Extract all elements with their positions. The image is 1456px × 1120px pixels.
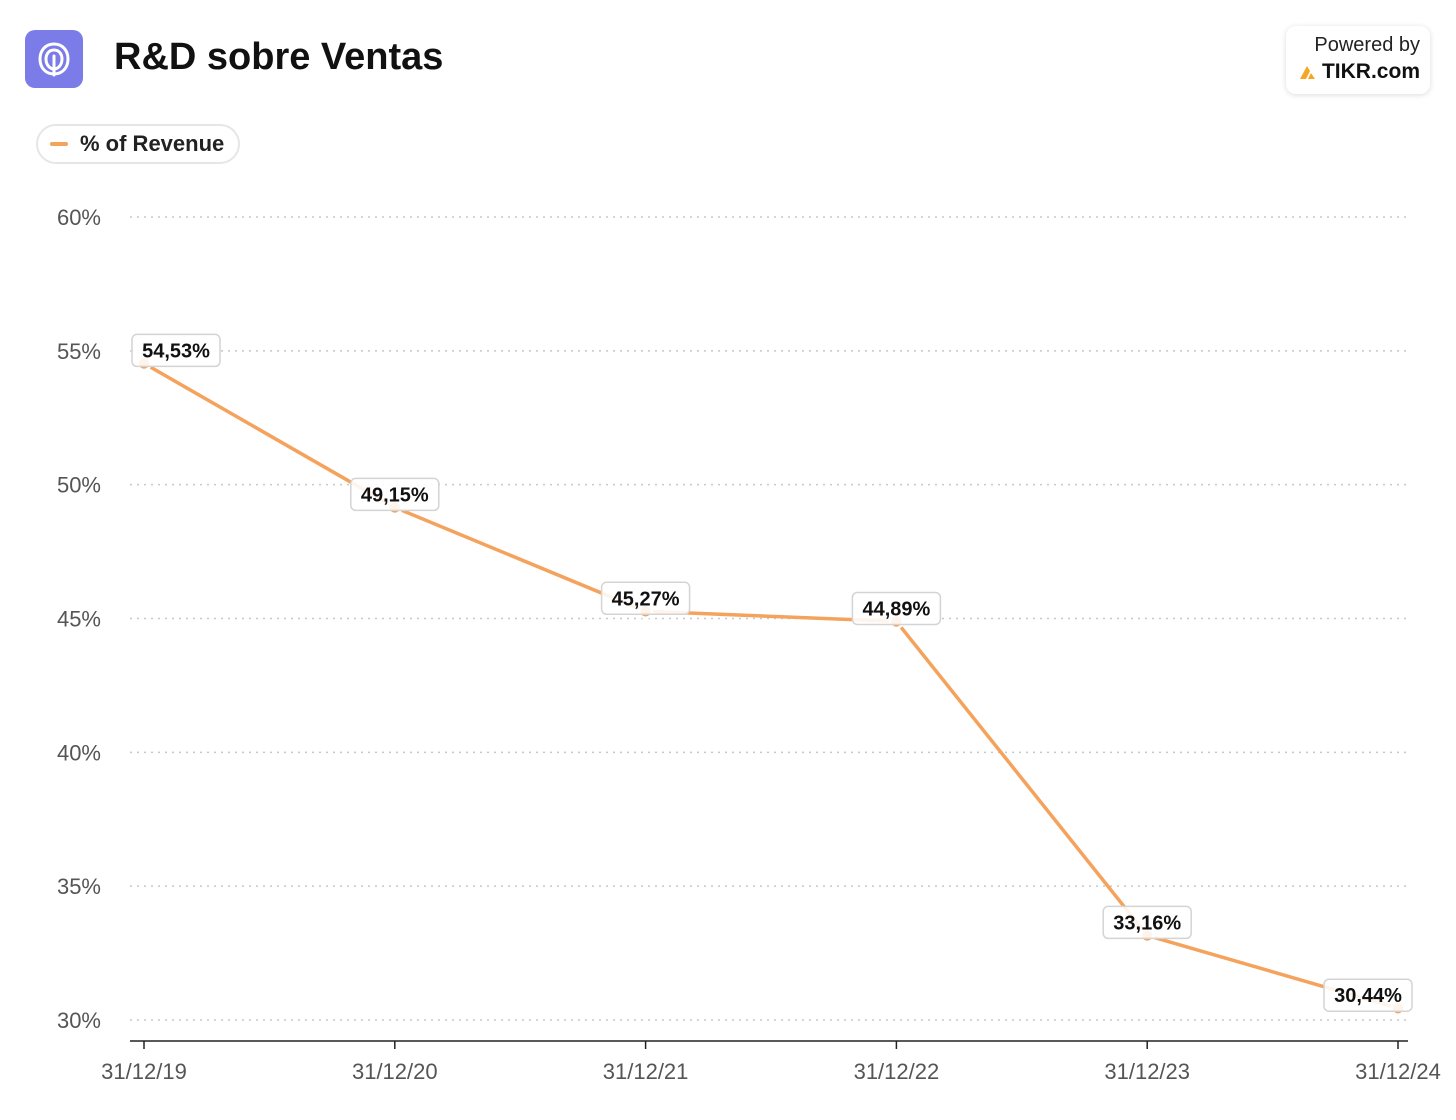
legend-item-revenue[interactable]: % of Revenue <box>36 124 241 164</box>
data-label-text: 49,15% <box>361 484 429 506</box>
life360-logo-icon <box>38 42 70 77</box>
data-label: 44,89% <box>851 591 942 626</box>
data-label-text: 54,53% <box>142 340 210 362</box>
data-label: 54,53% <box>131 333 221 368</box>
series-line-layer <box>142 361 1400 1010</box>
data-label-text: 33,16% <box>1113 912 1181 934</box>
powered-by-label: Powered by <box>1314 34 1420 56</box>
powered-by-badge[interactable]: Powered by TIKR.com <box>1286 26 1430 94</box>
series-line-revenue <box>142 361 1400 1010</box>
x-tick-label: 31/12/22 <box>854 1059 940 1084</box>
x-tick-label: 31/12/21 <box>603 1059 689 1084</box>
legend-label: % of Revenue <box>80 131 225 156</box>
data-label-text: 30,44% <box>1334 985 1402 1007</box>
x-tick-label: 31/12/24 <box>1355 1059 1441 1084</box>
y-tick-label: 40% <box>57 740 101 765</box>
data-label-box <box>1102 905 1192 940</box>
data-label-box <box>851 591 942 626</box>
grid-lines <box>130 216 1408 1021</box>
powered-by-brand: TIKR.com <box>1286 60 1420 84</box>
data-label-box <box>131 333 221 368</box>
legend-swatch <box>50 142 68 146</box>
y-tick-label: 30% <box>57 1008 101 1033</box>
chart-title: R&D sobre Ventas <box>114 36 444 78</box>
data-label: 49,15% <box>350 477 440 512</box>
data-label: 45,27% <box>600 581 691 616</box>
y-tick-label: 50% <box>57 473 101 498</box>
y-tick-label: 35% <box>57 874 101 899</box>
data-label-box <box>350 477 440 512</box>
y-tick-label: 45% <box>57 607 101 632</box>
x-tick-label: 31/12/19 <box>101 1059 187 1084</box>
data-points <box>136 355 1406 1016</box>
company-logo <box>25 30 83 88</box>
data-label-text: 45,27% <box>612 588 680 610</box>
tikr-logo-icon <box>1299 66 1315 79</box>
data-label-box <box>600 581 691 616</box>
data-label-text: 44,89% <box>862 598 930 620</box>
tikr-brand-text: TIKR.com <box>1321 60 1420 83</box>
data-labels: 54,53% 49,15% 45,27% 44,89% 33,16% 30,44% <box>131 333 1413 1012</box>
x-tick-label: 31/12/20 <box>352 1059 438 1084</box>
data-label-box <box>1323 978 1413 1012</box>
y-tick-label: 55% <box>57 339 101 364</box>
data-label: 33,16% <box>1102 905 1192 940</box>
y-tick-label: 60% <box>57 205 101 230</box>
x-tick-label: 31/12/23 <box>1104 1059 1190 1084</box>
data-label: 30,44% <box>1323 978 1413 1012</box>
axes: 30% 35% 40% 45% 50% 55% 60% 31/12/19 31/12/20 31/… <box>57 205 1441 1084</box>
